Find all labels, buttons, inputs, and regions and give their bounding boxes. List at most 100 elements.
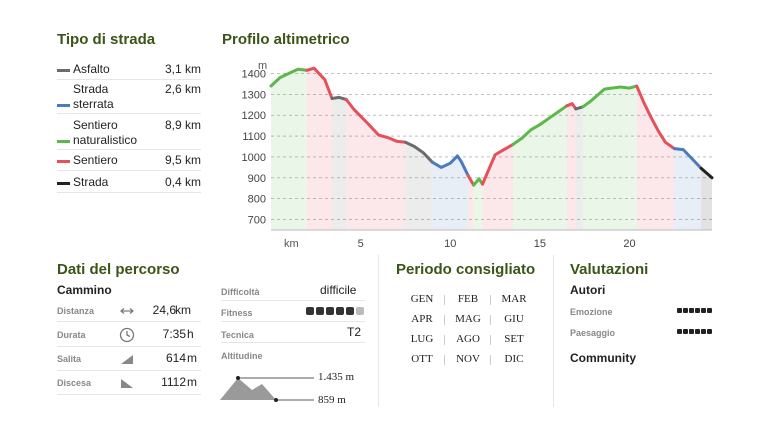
divider [57, 113, 201, 114]
fitness-block [316, 307, 324, 315]
altitude-label: Altitudine [221, 351, 263, 361]
divider [57, 170, 201, 171]
elevation-line-segment [699, 166, 714, 180]
rating-dot [701, 308, 706, 313]
y-tick-label: 1300 [242, 89, 266, 101]
road-type-value: 2,6 km [164, 82, 201, 96]
ascent-icon [121, 355, 133, 364]
elevation-area-segment [332, 97, 347, 231]
emotion-label: Emozione [570, 307, 613, 317]
elevation-area-segment [674, 148, 702, 230]
month-separator [490, 315, 491, 325]
month-ago: AGO [456, 333, 480, 345]
ascent-value: 614 [165, 351, 186, 365]
month-separator [490, 355, 491, 365]
community-title: Community [570, 351, 636, 365]
y-unit-label: m [258, 60, 267, 72]
elevation-area-segment [346, 99, 406, 230]
rating-dot [701, 329, 706, 334]
rating-dot [689, 329, 694, 334]
divider [57, 192, 201, 193]
x-tick-label: 10 [444, 238, 456, 250]
month-separator [444, 355, 445, 365]
landscape-rating [677, 329, 712, 334]
ratings-title: Valutazioni [570, 261, 649, 278]
elevation-area-segment [271, 69, 307, 230]
rating-dot [689, 308, 694, 313]
elevation-profile-title: Profilo altimetrico [222, 31, 350, 48]
y-tick-label: 700 [248, 215, 266, 227]
divider [57, 346, 201, 347]
road-type-value: 3,1 km [164, 62, 201, 76]
ascent-row: Salita 614 m [57, 349, 201, 373]
elevation-area-segment [701, 168, 712, 230]
month-nov: NOV [456, 353, 480, 365]
divider [57, 149, 201, 150]
x-unit-label: km [284, 238, 299, 250]
elevation-profile-chart[interactable]: m 1400 1300 1200 1100 1000 900 800 700 km 5 10 15… [222, 55, 717, 260]
elevation-line-segment [330, 95, 348, 101]
elevation-area-segment [513, 105, 567, 230]
fitness-label: Fitness [221, 308, 253, 318]
road-swatch [57, 182, 70, 185]
y-tick-label: 1400 [242, 68, 266, 80]
road-type-value: 9,5 km [164, 153, 201, 167]
elevation-area-segment [405, 142, 433, 230]
road-type-label: Asfalto [73, 62, 110, 76]
elevation-line-segment [635, 84, 676, 151]
fitness-rating [306, 307, 364, 315]
elevation-line-segment [430, 154, 470, 178]
elevation-area-segment [575, 106, 583, 230]
emotion-rating [677, 308, 712, 313]
divider [221, 300, 365, 301]
elevation-line-segment [672, 147, 703, 170]
altitude-max: 1.435 m [318, 371, 355, 383]
fitness-block [326, 307, 334, 315]
distance-icon [120, 308, 134, 314]
elevation-line-segment [269, 67, 309, 88]
month-mar: MAR [501, 293, 527, 305]
difficulty-value: difficile [320, 283, 357, 297]
distance-unit: km [175, 303, 191, 317]
rating-dot [677, 308, 682, 313]
road-type-value: 8,9 km [164, 118, 201, 132]
fitness-block [346, 307, 354, 315]
month-lug: LUG [410, 333, 434, 345]
duration-unit: h [187, 327, 194, 341]
distance-label: Distanza [57, 306, 95, 316]
month-set: SET [504, 333, 524, 345]
landscape-label: Paesaggio [570, 328, 616, 338]
elevation-area-segment [482, 144, 513, 230]
month-separator [444, 315, 445, 325]
elevation-area-segment [468, 175, 474, 230]
y-tick-label: 1000 [242, 152, 266, 164]
rating-dot [707, 308, 712, 313]
season-title: Periodo consigliato [396, 261, 536, 278]
elevation-line-segment [472, 177, 484, 187]
elevation-area-segment [582, 86, 637, 230]
month-gen: GEN [410, 293, 434, 305]
road-type-label: Strada sterrata [73, 82, 114, 111]
rating-dot [683, 308, 688, 313]
elevation-area-segment [432, 155, 469, 230]
descent-icon [121, 379, 133, 388]
x-tick-label: 20 [623, 238, 635, 250]
ascent-label: Salita [57, 354, 82, 364]
month-apr: APR [411, 313, 433, 325]
elevation-line-segment [565, 102, 578, 111]
authors-title: Autori [570, 283, 606, 297]
ascent-unit: m [187, 351, 197, 365]
route-activity-subtitle: Cammino [57, 283, 112, 297]
road-type-label: Strada [73, 175, 109, 189]
y-tick-label: 800 [248, 194, 266, 206]
divider [57, 321, 201, 322]
technique-label: Tecnica [221, 330, 254, 340]
elevation-line-segment [511, 104, 569, 146]
elevation-line-segment [481, 142, 515, 186]
rating-dot [695, 308, 700, 313]
duration-label: Durata [57, 330, 86, 340]
elevation-line-segment [305, 66, 334, 100]
elevation-area-segment [306, 68, 332, 230]
elevation-line-segment [344, 98, 407, 144]
month-dic: DIC [504, 353, 524, 365]
